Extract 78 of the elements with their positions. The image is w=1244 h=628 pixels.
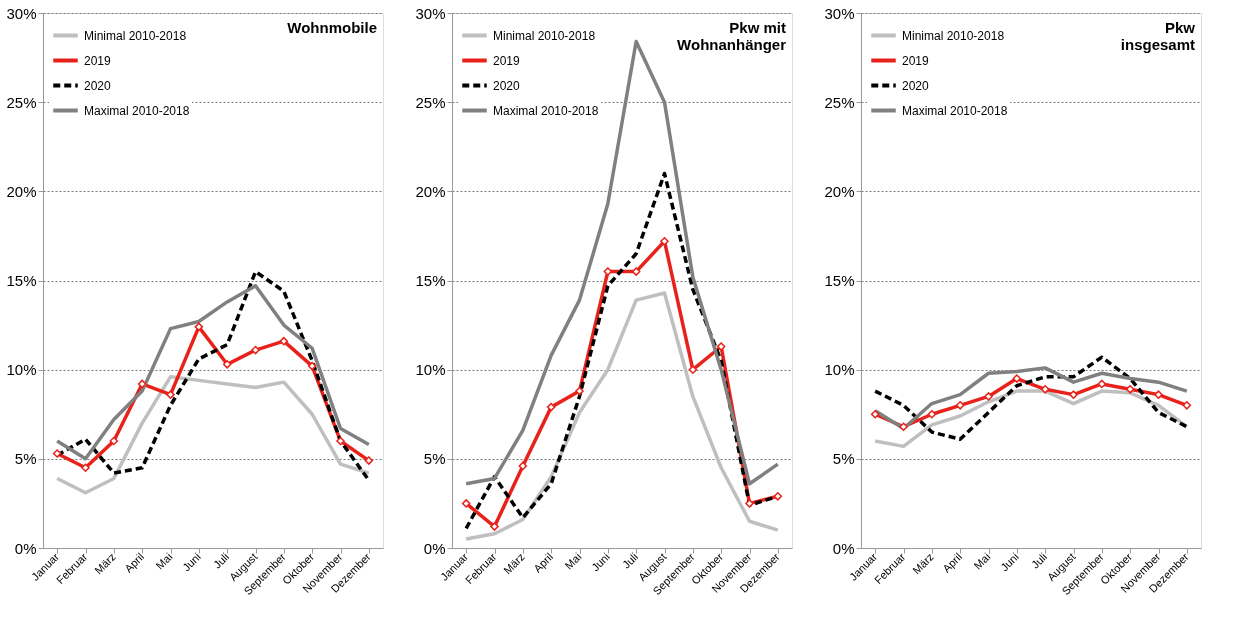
y-tick-label: 0% xyxy=(14,539,37,557)
x-tick-label: Juli xyxy=(1029,550,1050,571)
point xyxy=(461,499,471,508)
point xyxy=(109,436,119,446)
x-tick-label: Mai xyxy=(153,550,175,572)
point xyxy=(927,409,937,419)
point xyxy=(336,436,345,446)
legend-label: 2019 xyxy=(84,53,112,68)
legend-label: Minimal 2010-2018 xyxy=(84,28,187,43)
y-tick-label: 30% xyxy=(415,4,446,22)
text: Pkw insgesamt xyxy=(1120,19,1196,53)
point xyxy=(279,336,289,346)
text: Pkw mit Wohnanhänger xyxy=(677,19,787,53)
legend-label: Minimal 2010-2018 xyxy=(902,28,1005,43)
legend-label: Maximal 2010-2018 xyxy=(84,103,190,118)
point xyxy=(490,522,499,531)
chart-title: Wohnmobile xyxy=(287,19,377,36)
point xyxy=(575,386,584,396)
point xyxy=(1154,390,1163,399)
y-tick-label: 25% xyxy=(824,93,855,111)
point xyxy=(745,499,754,508)
point xyxy=(1040,385,1050,394)
legend-label: 2020 xyxy=(84,78,112,93)
y-tick-label: 10% xyxy=(6,361,37,379)
point xyxy=(166,390,175,399)
point xyxy=(307,361,317,371)
y-tick-label: 20% xyxy=(6,182,37,200)
point xyxy=(364,456,374,465)
point xyxy=(1097,379,1107,389)
legend-label: 2019 xyxy=(902,53,930,68)
x-tick-label: Mai xyxy=(562,550,584,572)
line-series xyxy=(873,355,1189,441)
point xyxy=(1125,385,1135,394)
y-tick-label: 10% xyxy=(824,361,855,379)
point xyxy=(251,345,260,355)
legend-label: 2020 xyxy=(493,78,521,93)
y-tick-label: 20% xyxy=(824,182,855,200)
point xyxy=(984,392,993,401)
point xyxy=(899,422,908,432)
y-tick-label: 25% xyxy=(6,93,37,111)
point xyxy=(222,360,232,369)
x-tick-label: Mai xyxy=(971,550,993,572)
point xyxy=(1012,374,1022,383)
legend-label: Maximal 2010-2018 xyxy=(493,103,599,118)
y-tick-label: 15% xyxy=(6,272,37,289)
point xyxy=(773,492,783,501)
y-tick-label: 20% xyxy=(415,182,446,200)
point xyxy=(52,449,62,458)
y-tick-label: 0% xyxy=(423,539,446,557)
y-tick-label: 30% xyxy=(6,4,37,22)
y-tick-label: 0% xyxy=(832,539,855,557)
point xyxy=(518,461,528,471)
point xyxy=(546,402,556,412)
line-series xyxy=(55,375,371,495)
y-tick-label: 5% xyxy=(832,450,855,468)
point xyxy=(1069,390,1078,399)
y-tick-label: 10% xyxy=(415,361,446,379)
point xyxy=(137,379,147,389)
x-tick-label: Juli xyxy=(211,550,232,571)
y-tick-label: 5% xyxy=(423,450,446,468)
x-tick-label: Juli xyxy=(620,550,641,571)
point xyxy=(955,401,965,410)
y-tick-label: 5% xyxy=(14,450,37,468)
point xyxy=(716,342,726,351)
y-tick-label: 15% xyxy=(824,272,855,289)
point xyxy=(81,463,90,473)
legend-label: 2020 xyxy=(902,78,930,93)
line-series xyxy=(464,291,780,541)
point xyxy=(688,365,698,374)
y-tick-label: 30% xyxy=(824,4,855,22)
point xyxy=(1182,401,1192,410)
legend-label: Minimal 2010-2018 xyxy=(493,28,596,43)
legend-label: 2019 xyxy=(493,53,521,68)
y-tick-label: 25% xyxy=(415,93,446,111)
point xyxy=(870,409,880,419)
legend-label: Maximal 2010-2018 xyxy=(902,103,1008,118)
y-tick-label: 15% xyxy=(415,272,446,289)
point xyxy=(194,322,204,332)
